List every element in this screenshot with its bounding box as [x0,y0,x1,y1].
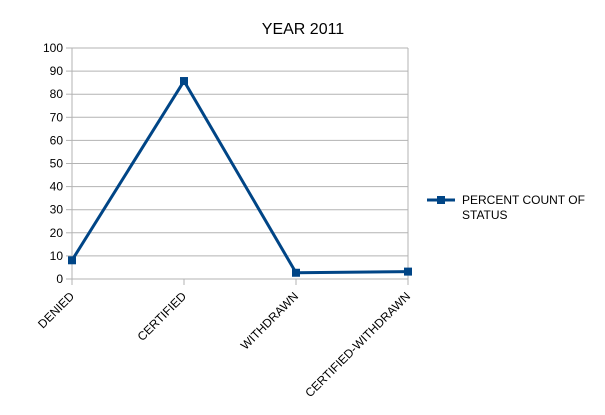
y-tick-label-3: 30 [50,203,64,217]
series-line-0 [70,79,410,275]
y-tick-label-9: 90 [50,64,64,78]
legend-label-0: PERCENT COUNT OF STATUS [462,193,585,222]
y-tick-label-2: 20 [50,226,64,240]
chart-title: YEAR 2011 [262,21,345,38]
y-tick-label-1: 10 [50,249,64,263]
data-point-0 [68,256,76,265]
y-tick-label-7: 70 [50,110,64,124]
legend: PERCENT COUNT OF STATUS [427,193,585,222]
x-tick-label-0: DENIED [35,289,77,331]
y-tick-label-8: 80 [50,87,64,101]
y-tick-label-0: 0 [56,272,63,286]
data-point-1 [180,77,188,86]
legend-marker-0 [437,196,445,204]
y-tick-labels: 0 10 20 30 40 50 60 70 80 90 100 [43,41,63,286]
data-point-3 [404,267,412,276]
x-tick-label-3: CERTIFIED-WITHDRAWN [302,289,413,400]
x-tick-labels: DENIED CERTIFIED WITHDRAWN CERTIFIED-WITHDR… [35,279,413,400]
data-point-2 [292,268,300,277]
grid-lines [66,47,408,280]
axes [71,48,409,280]
y-tick-label-5: 50 [50,157,64,171]
y-tick-label-6: 60 [50,133,64,147]
x-tick-label-1: CERTIFIED [135,289,190,344]
y-tick-label-4: 40 [50,180,64,194]
x-tick-label-2: WITHDRAWN [238,289,301,352]
series-group [68,77,412,277]
y-tick-label-10: 100 [43,41,63,55]
